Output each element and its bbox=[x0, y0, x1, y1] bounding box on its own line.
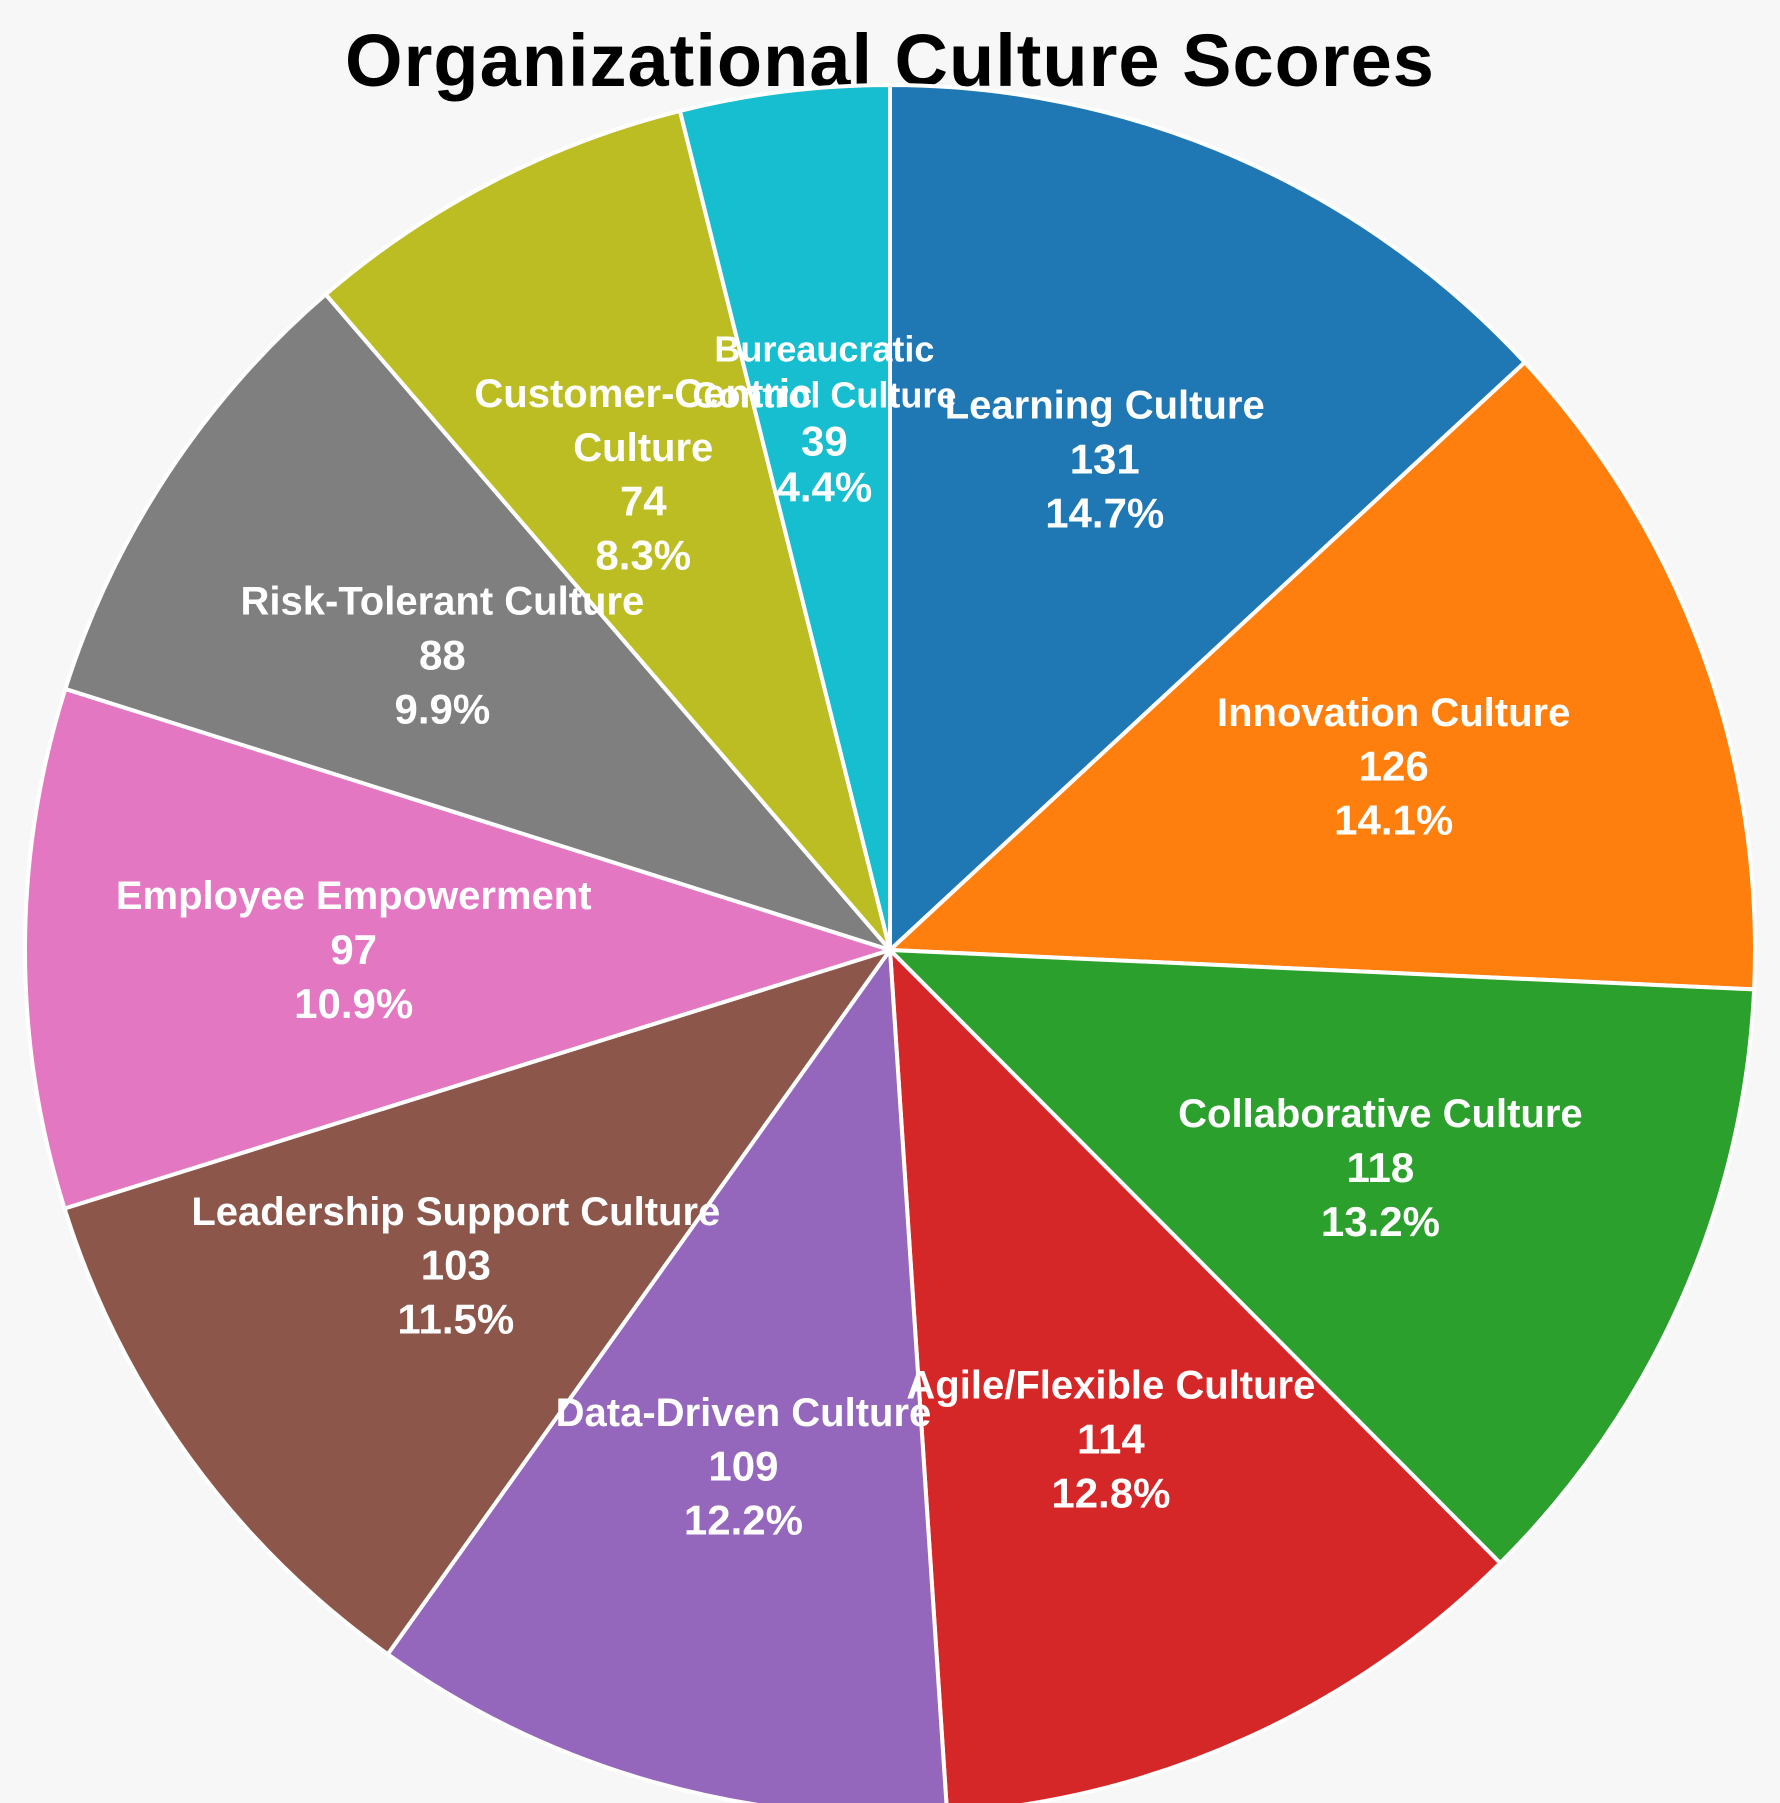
slice-percent-label: 10.9% bbox=[294, 980, 413, 1027]
slice-percent-label: 12.8% bbox=[1051, 1469, 1170, 1516]
slice-percent-label: 14.7% bbox=[1045, 489, 1164, 536]
slice-name-label: Innovation Culture bbox=[1217, 691, 1570, 735]
slice-name-label: Control Culture bbox=[692, 374, 956, 415]
slice-value-label: 131 bbox=[1070, 435, 1140, 482]
pie-slice-learning-culture bbox=[888, 82, 1528, 955]
pie-slice-agile-flexible-culture bbox=[887, 944, 1504, 1803]
slice-value-label: 109 bbox=[708, 1443, 778, 1490]
pie-slices bbox=[23, 82, 1757, 1803]
slice-label-leadership-support-culture: Leadership Support Culture 103 11.5% bbox=[191, 1190, 720, 1343]
slice-label-customer-centric-culture: Customer-Centric Culture 74 8.3% bbox=[474, 372, 812, 579]
slice-value-label: 103 bbox=[421, 1242, 491, 1289]
pie-slice-customer-centric-culture bbox=[322, 108, 892, 952]
pie-slice-employee-empowerment bbox=[23, 686, 897, 1211]
slice-value-label: 74 bbox=[620, 478, 667, 525]
pie-slice-leadership-support-culture bbox=[62, 946, 896, 1658]
slice-percent-label: 13.2% bbox=[1321, 1198, 1440, 1245]
slice-value-label: 97 bbox=[330, 926, 377, 973]
slice-name-label: Risk-Tolerant Culture bbox=[241, 580, 645, 624]
slice-name-label: Collaborative Culture bbox=[1178, 1092, 1583, 1136]
slice-value-label: 39 bbox=[801, 417, 848, 464]
slice-name-label: Employee Empowerment bbox=[116, 874, 592, 918]
slice-label-learning-culture: Learning Culture 131 14.7% bbox=[945, 384, 1265, 537]
slice-percent-label: 4.4% bbox=[777, 463, 873, 510]
slice-percent-label: 12.2% bbox=[684, 1497, 803, 1544]
slice-label-data-driven-culture: Data-Driven Culture 109 12.2% bbox=[556, 1391, 932, 1544]
pie-slice-collaborative-culture bbox=[884, 947, 1757, 1566]
slice-percent-label: 14.1% bbox=[1334, 796, 1453, 843]
slice-label-innovation-culture: Innovation Culture 126 14.1% bbox=[1217, 691, 1570, 844]
slice-name-label: Culture bbox=[573, 426, 713, 470]
slice-percent-label: 9.9% bbox=[395, 685, 491, 732]
slice-value-label: 114 bbox=[1077, 1415, 1145, 1462]
slice-name-label: Learning Culture bbox=[945, 384, 1265, 428]
slice-label-risk-tolerant-culture: Risk-Tolerant Culture 88 9.9% bbox=[241, 580, 645, 733]
pie-labels: Learning Culture 131 14.7% Innovation Cultu… bbox=[116, 328, 1583, 1543]
slice-name-label: Data-Driven Culture bbox=[556, 1391, 932, 1435]
slice-value-label: 126 bbox=[1359, 742, 1429, 789]
slice-name-label: Bureaucratic bbox=[714, 328, 934, 369]
slice-value-label: 118 bbox=[1347, 1144, 1415, 1191]
slice-label-collaborative-culture: Collaborative Culture 118 13.2% bbox=[1178, 1092, 1583, 1245]
pie-slice-innovation-culture bbox=[885, 359, 1757, 992]
slice-percent-label: 11.5% bbox=[397, 1296, 514, 1343]
slice-name-label: Leadership Support Culture bbox=[191, 1190, 720, 1234]
pie-slice-data-driven-culture bbox=[384, 944, 949, 1803]
slice-value-label: 88 bbox=[419, 631, 466, 678]
slice-label-employee-empowerment: Employee Empowerment 97 10.9% bbox=[116, 874, 592, 1027]
slice-percent-label: 8.3% bbox=[595, 532, 691, 579]
slice-label-agile-flexible-culture: Agile/Flexible Culture 114 12.8% bbox=[906, 1364, 1315, 1517]
slice-name-label: Customer-Centric bbox=[474, 372, 812, 416]
slice-name-label: Agile/Flexible Culture bbox=[906, 1364, 1315, 1408]
pie-slice-risk-tolerant-culture bbox=[62, 291, 897, 955]
pie-slice-bureaucratic-control-culture bbox=[677, 82, 892, 951]
